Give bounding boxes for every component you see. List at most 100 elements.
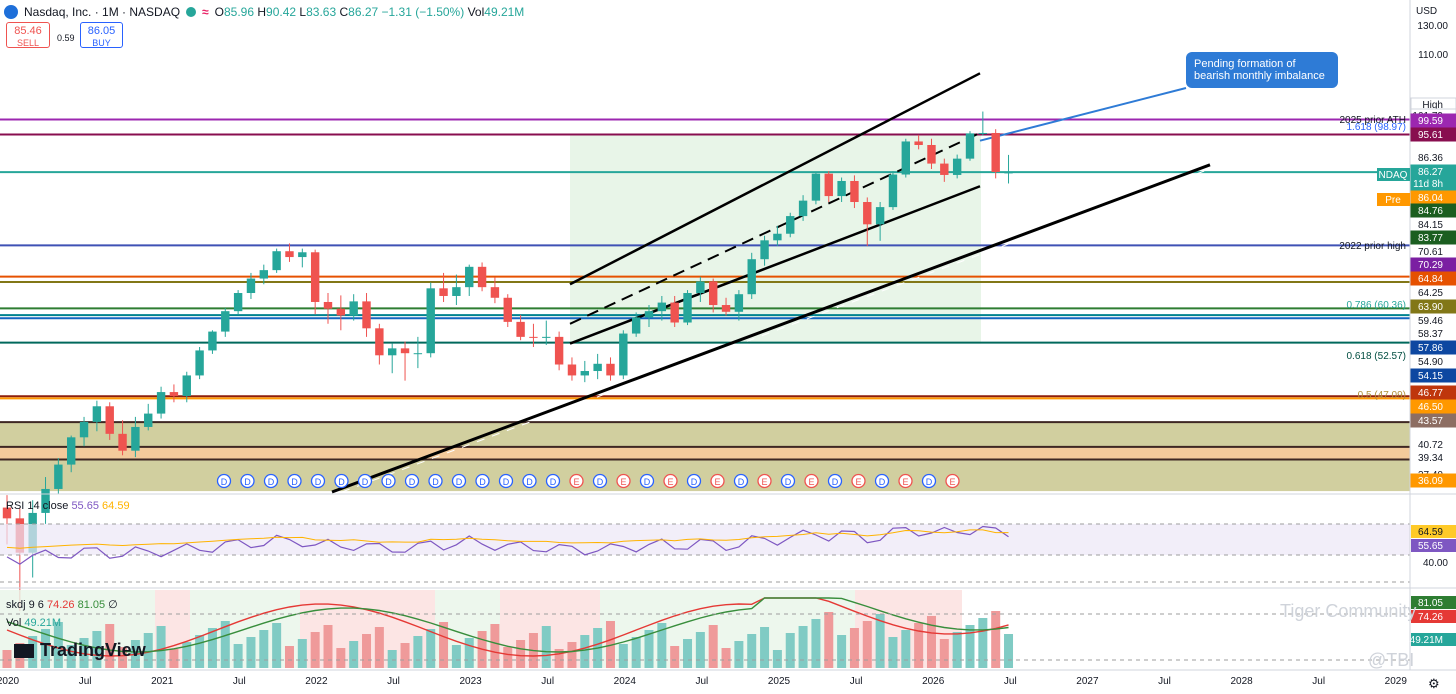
time-label: 2020 (0, 676, 20, 687)
price-tag-box (1410, 271, 1456, 286)
spread-value: 0.59 (57, 33, 75, 43)
price-tag-label: 46.50 (1418, 402, 1443, 413)
candle-body (272, 251, 281, 271)
price-tag-label: 58.37 (1418, 329, 1443, 340)
callout-pointer (979, 87, 1187, 142)
event-marker-circle (592, 473, 608, 489)
event-marker-circle (616, 473, 631, 489)
volume-bar (336, 648, 346, 668)
volume-bar (939, 639, 949, 668)
skdj-tag-box (1411, 610, 1456, 623)
volume-bar (747, 634, 757, 668)
event-marker-circle (498, 473, 514, 489)
price-tag-label: High (1422, 100, 1443, 111)
price-tag-box (1410, 176, 1456, 191)
event-marker-label: D (879, 477, 886, 487)
time-label: Jul (233, 676, 246, 687)
time-label: Jul (79, 676, 92, 687)
channel-lower (569, 185, 981, 345)
volume-bar (272, 623, 282, 668)
currency-label: USD (1416, 6, 1437, 17)
watermark-community: Tiger Community (1280, 601, 1417, 621)
skdj-tag-label: 74.26 (1418, 612, 1443, 623)
event-marker-label: E (667, 477, 673, 487)
sell-button[interactable]: 85.46 SELL (6, 22, 50, 48)
price-tag-label: 64.84 (1418, 274, 1443, 285)
ohlc-values: O85.96 H90.42 L83.63 C86.27 −1.31 (−1.50… (214, 5, 525, 19)
time-label: Jul (1312, 676, 1325, 687)
volume-bar (1004, 634, 1014, 668)
candle-body (349, 301, 358, 316)
price-tag-box (1410, 368, 1456, 383)
volume-bar (683, 639, 693, 668)
skdj-d-line (6, 597, 1009, 653)
candle-body (657, 302, 667, 312)
event-marker-label: D (926, 477, 933, 487)
time-label: 2029 (1385, 676, 1408, 687)
scale-label: 40.00 (1423, 558, 1448, 569)
candle-body (400, 348, 410, 354)
candle-body (644, 311, 654, 318)
event-marker-circle (404, 473, 420, 489)
volume-bar (567, 642, 577, 668)
vol-tag-box (1411, 633, 1456, 646)
price-tag-label: 86.27 (1418, 167, 1443, 178)
volume-bar (297, 639, 307, 668)
candle-body (310, 252, 320, 302)
event-marker-label: D (526, 477, 533, 487)
event-marker-circle (240, 473, 255, 489)
volume-bar (978, 618, 988, 668)
volume-bar (914, 623, 924, 668)
event-marker-circle (522, 473, 537, 489)
scale-label: 110.00 (1418, 50, 1448, 61)
rsi-ma-line (6, 529, 1009, 549)
candle-body (773, 233, 782, 241)
volume-bar (824, 612, 834, 668)
event-marker-label: D (456, 477, 463, 487)
event-marker-circle (381, 473, 396, 489)
event-marker-label: E (714, 477, 720, 487)
candle-body (542, 336, 551, 338)
candle-body (580, 371, 589, 376)
buy-button[interactable]: 86.05 BUY (80, 22, 123, 48)
tradingview-logo[interactable]: TradingView (14, 640, 146, 661)
price-axis[interactable]: USD130.00110.0040.00High101.7999.5995.61… (1377, 0, 1456, 670)
candle-body (516, 321, 525, 337)
volume-bar (92, 631, 102, 668)
skdj-k-line (6, 597, 1009, 657)
candle-body (619, 333, 628, 376)
price-tag-box (1410, 413, 1456, 428)
price-tag-label: 40.72 (1418, 440, 1443, 451)
candle-body (182, 375, 191, 396)
candlestick-series (2, 111, 1013, 612)
volume-bar (926, 616, 936, 668)
volume-bar (516, 640, 526, 668)
candle-body (811, 173, 821, 201)
price-tag-box (1410, 150, 1456, 165)
price-tag-box (1410, 257, 1456, 272)
candle-body (413, 353, 423, 355)
event-marker-label: D (268, 477, 275, 487)
candle-body (477, 266, 487, 288)
event-marker-label: D (479, 477, 486, 487)
event-marker-label: D (291, 477, 298, 487)
time-axis[interactable]: 2020 Jul 2021 Jul 2022 Jul 2023 Jul 2024 Jul 2025 J… (0, 669, 1456, 687)
candle-body (747, 259, 756, 295)
volume-bar (451, 645, 461, 668)
settings-icon[interactable]: ⚙ (1428, 676, 1440, 691)
vol-tag-label: 49.21M (1410, 635, 1443, 646)
rsi-legend: RSI 14 close 55.65 64.59 (6, 500, 130, 512)
volume-bar (464, 638, 474, 668)
time-label: 2021 (151, 676, 174, 687)
event-marker-label: D (244, 477, 251, 487)
symbol-title[interactable]: Nasdaq, Inc. · 1M · NASDAQ (24, 5, 181, 19)
candle-body (426, 288, 435, 354)
volume-bar (554, 649, 564, 668)
pending-callout: Pending formation of bearish monthly imb… (1186, 52, 1338, 88)
candle-body (131, 426, 140, 451)
event-marker-label: D (362, 477, 369, 487)
price-tag-label: 86.36 (1418, 153, 1443, 164)
candle-body (901, 141, 910, 175)
